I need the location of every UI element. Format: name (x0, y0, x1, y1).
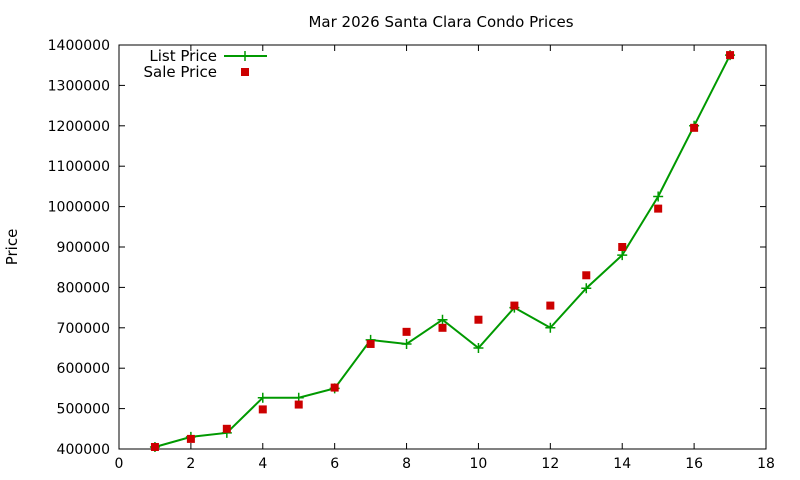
y-tick-label: 600000 (57, 361, 110, 377)
x-tick-label: 0 (115, 456, 124, 472)
y-tick-label: 700000 (57, 321, 110, 337)
y-tick-label: 1100000 (48, 159, 110, 175)
x-tick-label: 2 (186, 456, 195, 472)
data-point (438, 323, 447, 332)
data-point (257, 392, 268, 403)
data-point (294, 400, 303, 409)
y-axis: 400000 500000 600000 700000 800000 900000 1000… (48, 38, 766, 458)
y-tick-label: 1000000 (48, 200, 110, 216)
data-point (581, 283, 592, 294)
y-tick-label: 1400000 (48, 38, 110, 54)
data-point (186, 434, 195, 443)
y-tick-label: 900000 (57, 240, 110, 256)
x-tick-label: 6 (330, 456, 339, 472)
series-layer (149, 50, 736, 452)
y-tick-label: 400000 (57, 442, 110, 458)
legend-marker (241, 68, 249, 76)
data-point (258, 405, 267, 414)
x-tick-label: 12 (541, 456, 559, 472)
data-point (474, 315, 483, 324)
y-tick-label: 800000 (57, 280, 110, 296)
data-point (473, 343, 484, 353)
data-point (222, 424, 231, 433)
legend-label: Sale Price (144, 63, 217, 81)
x-tick-label: 4 (258, 456, 267, 472)
plot-frame (118, 44, 767, 450)
data-point (437, 314, 448, 325)
legend-label: List Price (149, 47, 217, 65)
data-point (690, 123, 699, 132)
data-point (654, 204, 663, 213)
data-point (330, 383, 339, 392)
data-point (401, 338, 412, 349)
data-point (510, 301, 519, 310)
series-list-price (149, 50, 736, 452)
x-tick-label: 14 (613, 456, 631, 472)
data-point (726, 51, 735, 60)
x-tick-label: 10 (470, 456, 488, 472)
data-point (618, 243, 627, 251)
data-point (150, 442, 159, 451)
y-tick-label: 500000 (57, 402, 110, 418)
data-point (617, 250, 628, 261)
data-point (653, 191, 664, 202)
x-axis: 0 2 4 6 8 10 12 14 16 18 (115, 45, 775, 472)
x-tick-label: 18 (757, 456, 775, 472)
data-point (546, 301, 555, 310)
legend-marker (240, 51, 250, 61)
data-point (582, 271, 591, 280)
y-tick-label: 1300000 (48, 78, 110, 94)
x-tick-label: 16 (685, 456, 703, 472)
y-axis-label: Price (3, 229, 21, 266)
data-point (545, 322, 556, 333)
data-point (366, 339, 375, 348)
data-point (402, 327, 411, 336)
series-line (154, 54, 731, 448)
series-sale-price (150, 51, 735, 451)
chart-title: Mar 2026 Santa Clara Condo Prices (308, 13, 573, 31)
y-tick-label: 1200000 (48, 119, 110, 135)
x-tick-label: 8 (402, 456, 411, 472)
